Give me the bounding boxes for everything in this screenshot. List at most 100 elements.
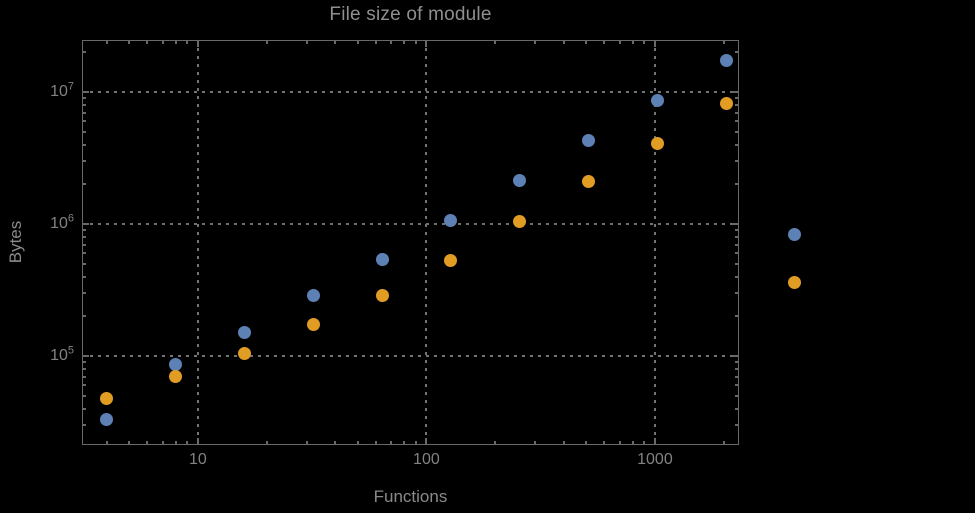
x-tick-mark — [390, 41, 393, 44]
y-tick-mark — [735, 394, 738, 397]
y-tick-mark — [735, 243, 738, 246]
x-tick-mark — [146, 41, 149, 44]
y-tick-mark — [83, 292, 86, 295]
x-tick-mark — [603, 441, 606, 444]
x-tick-mark — [585, 441, 588, 444]
x-tick-mark — [174, 41, 177, 44]
y-tick-mark — [83, 120, 86, 123]
x-tick-mark — [356, 441, 359, 444]
x-tick-mark — [585, 41, 588, 44]
y-tick-mark — [83, 97, 86, 100]
x-tick-mark — [128, 441, 131, 444]
y-gridline — [82, 355, 739, 358]
x-tick-mark — [618, 441, 621, 444]
x-tick-mark — [390, 441, 393, 444]
data-point-orange — [650, 136, 664, 150]
data-point-blue — [100, 413, 114, 427]
y-tick-mark — [732, 91, 738, 94]
x-tick-label: 10 — [189, 451, 207, 468]
y-tick-mark — [83, 315, 86, 318]
x-tick-mark — [414, 441, 417, 444]
x-tick-mark — [425, 438, 428, 444]
x-axis-label: Functions — [373, 487, 448, 506]
y-tick-mark — [735, 97, 738, 100]
data-point-blue — [306, 288, 320, 302]
x-tick-mark — [631, 441, 634, 444]
x-tick-mark — [265, 41, 268, 44]
x-tick-mark — [403, 441, 406, 444]
y-tick-mark — [735, 103, 738, 106]
y-tick-mark — [735, 407, 738, 410]
y-tick-mark — [735, 160, 738, 163]
x-tick-mark — [196, 438, 199, 444]
data-point-blue — [650, 94, 664, 108]
data-point-orange — [788, 276, 802, 290]
y-tick-mark — [83, 235, 86, 238]
y-tick-mark — [735, 51, 738, 54]
y-gridline — [82, 91, 739, 94]
x-tick-mark — [334, 441, 337, 444]
y-tick-mark — [83, 51, 86, 54]
y-tick-mark — [735, 375, 738, 378]
y-tick-mark — [732, 223, 738, 226]
x-tick-label: 100 — [413, 451, 440, 468]
x-tick-mark — [305, 441, 308, 444]
x-tick-mark — [534, 441, 537, 444]
data-point-blue — [581, 133, 595, 147]
x-tick-mark — [186, 441, 189, 444]
y-tick-label: 106 — [50, 212, 74, 233]
x-tick-mark — [161, 441, 164, 444]
y-tick-mark — [83, 103, 86, 106]
y-tick-mark — [83, 384, 86, 387]
y-tick-mark — [83, 229, 86, 232]
data-point-blue — [719, 54, 733, 68]
y-tick-mark — [735, 315, 738, 318]
y-tick-mark — [735, 120, 738, 123]
data-point-orange — [375, 288, 389, 302]
x-tick-mark — [334, 41, 337, 44]
x-tick-mark — [494, 41, 497, 44]
x-tick-mark — [618, 41, 621, 44]
x-tick-mark — [356, 41, 359, 44]
y-tick-mark — [83, 275, 86, 278]
x-tick-mark — [494, 441, 497, 444]
x-tick-mark — [643, 441, 646, 444]
x-tick-mark — [186, 41, 189, 44]
x-tick-mark — [425, 41, 428, 47]
y-tick-mark — [83, 223, 89, 226]
data-point-blue — [444, 213, 458, 227]
y-tick-mark — [735, 130, 738, 133]
y-tick-mark — [83, 407, 86, 410]
y-tick-mark — [83, 160, 86, 163]
data-point-orange — [169, 370, 183, 384]
x-gridline — [425, 40, 428, 445]
y-tick-mark — [735, 275, 738, 278]
x-tick-mark — [722, 41, 725, 44]
x-tick-mark — [403, 41, 406, 44]
x-tick-mark — [105, 41, 108, 44]
y-tick-mark — [83, 143, 86, 146]
y-tick-mark — [735, 229, 738, 232]
plot-frame — [82, 40, 739, 445]
y-tick-mark — [735, 367, 738, 370]
x-tick-mark — [414, 41, 417, 44]
data-point-orange — [513, 215, 527, 229]
y-tick-mark — [83, 355, 89, 358]
x-tick-mark — [603, 41, 606, 44]
x-tick-mark — [174, 441, 177, 444]
x-tick-label: 1000 — [637, 451, 673, 468]
y-tick-label: 107 — [50, 80, 74, 101]
data-point-blue — [513, 173, 527, 187]
data-point-blue — [238, 325, 252, 339]
x-tick-mark — [265, 441, 268, 444]
y-tick-mark — [83, 91, 89, 94]
x-tick-mark — [534, 41, 537, 44]
y-gridline — [82, 223, 739, 226]
y-tick-mark — [83, 183, 86, 186]
data-point-blue — [169, 358, 183, 372]
data-point-orange — [444, 253, 458, 267]
x-tick-mark — [374, 41, 377, 44]
x-tick-mark — [161, 41, 164, 44]
x-gridline — [653, 40, 656, 445]
